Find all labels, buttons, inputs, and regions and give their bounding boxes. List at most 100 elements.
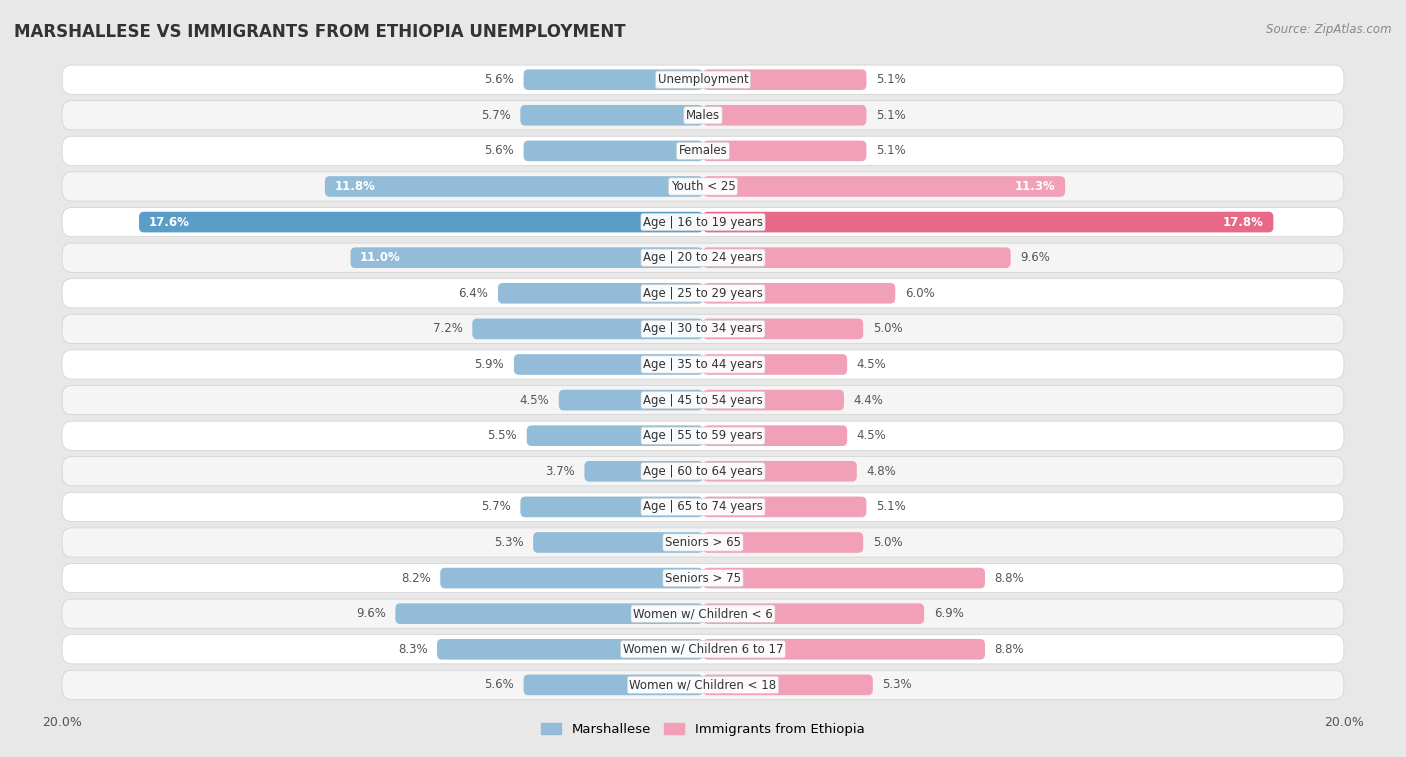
FancyBboxPatch shape bbox=[62, 314, 1344, 344]
Text: Age | 45 to 54 years: Age | 45 to 54 years bbox=[643, 394, 763, 407]
Text: 6.4%: 6.4% bbox=[458, 287, 488, 300]
Text: 3.7%: 3.7% bbox=[546, 465, 575, 478]
FancyBboxPatch shape bbox=[703, 212, 1274, 232]
Text: 5.1%: 5.1% bbox=[876, 73, 905, 86]
FancyBboxPatch shape bbox=[62, 670, 1344, 699]
Text: 9.6%: 9.6% bbox=[356, 607, 385, 620]
Text: 5.0%: 5.0% bbox=[873, 536, 903, 549]
Text: 5.6%: 5.6% bbox=[484, 678, 515, 691]
Text: 4.5%: 4.5% bbox=[856, 358, 887, 371]
Text: 5.1%: 5.1% bbox=[876, 145, 905, 157]
Text: 5.3%: 5.3% bbox=[494, 536, 523, 549]
Text: 11.0%: 11.0% bbox=[360, 251, 401, 264]
Text: 8.8%: 8.8% bbox=[994, 572, 1024, 584]
Text: 6.0%: 6.0% bbox=[905, 287, 935, 300]
FancyBboxPatch shape bbox=[437, 639, 703, 659]
FancyBboxPatch shape bbox=[520, 497, 703, 517]
Text: Age | 30 to 34 years: Age | 30 to 34 years bbox=[643, 322, 763, 335]
FancyBboxPatch shape bbox=[62, 456, 1344, 486]
Text: 5.9%: 5.9% bbox=[475, 358, 505, 371]
Text: Seniors > 75: Seniors > 75 bbox=[665, 572, 741, 584]
Text: Females: Females bbox=[679, 145, 727, 157]
Text: Source: ZipAtlas.com: Source: ZipAtlas.com bbox=[1267, 23, 1392, 36]
FancyBboxPatch shape bbox=[703, 639, 986, 659]
Text: 5.7%: 5.7% bbox=[481, 500, 510, 513]
FancyBboxPatch shape bbox=[703, 390, 844, 410]
FancyBboxPatch shape bbox=[703, 176, 1066, 197]
FancyBboxPatch shape bbox=[527, 425, 703, 446]
Text: 7.2%: 7.2% bbox=[433, 322, 463, 335]
Text: 5.5%: 5.5% bbox=[488, 429, 517, 442]
Text: MARSHALLESE VS IMMIGRANTS FROM ETHIOPIA UNEMPLOYMENT: MARSHALLESE VS IMMIGRANTS FROM ETHIOPIA … bbox=[14, 23, 626, 41]
FancyBboxPatch shape bbox=[523, 674, 703, 695]
FancyBboxPatch shape bbox=[703, 425, 848, 446]
FancyBboxPatch shape bbox=[585, 461, 703, 481]
FancyBboxPatch shape bbox=[703, 461, 856, 481]
FancyBboxPatch shape bbox=[62, 385, 1344, 415]
Text: Age | 35 to 44 years: Age | 35 to 44 years bbox=[643, 358, 763, 371]
Text: 9.6%: 9.6% bbox=[1021, 251, 1050, 264]
FancyBboxPatch shape bbox=[703, 497, 866, 517]
FancyBboxPatch shape bbox=[520, 105, 703, 126]
FancyBboxPatch shape bbox=[703, 603, 924, 624]
FancyBboxPatch shape bbox=[703, 141, 866, 161]
Legend: Marshallese, Immigrants from Ethiopia: Marshallese, Immigrants from Ethiopia bbox=[536, 717, 870, 741]
FancyBboxPatch shape bbox=[62, 243, 1344, 273]
FancyBboxPatch shape bbox=[62, 350, 1344, 379]
Text: 11.3%: 11.3% bbox=[1015, 180, 1056, 193]
FancyBboxPatch shape bbox=[62, 599, 1344, 628]
FancyBboxPatch shape bbox=[703, 105, 866, 126]
FancyBboxPatch shape bbox=[703, 532, 863, 553]
Text: 8.8%: 8.8% bbox=[994, 643, 1024, 656]
FancyBboxPatch shape bbox=[440, 568, 703, 588]
Text: 8.2%: 8.2% bbox=[401, 572, 430, 584]
FancyBboxPatch shape bbox=[523, 141, 703, 161]
Text: 5.7%: 5.7% bbox=[481, 109, 510, 122]
Text: Women w/ Children < 18: Women w/ Children < 18 bbox=[630, 678, 776, 691]
FancyBboxPatch shape bbox=[350, 248, 703, 268]
FancyBboxPatch shape bbox=[62, 279, 1344, 308]
FancyBboxPatch shape bbox=[62, 492, 1344, 522]
FancyBboxPatch shape bbox=[533, 532, 703, 553]
Text: Males: Males bbox=[686, 109, 720, 122]
FancyBboxPatch shape bbox=[703, 283, 896, 304]
FancyBboxPatch shape bbox=[62, 101, 1344, 130]
FancyBboxPatch shape bbox=[62, 528, 1344, 557]
Text: 11.8%: 11.8% bbox=[335, 180, 375, 193]
FancyBboxPatch shape bbox=[395, 603, 703, 624]
Text: 17.6%: 17.6% bbox=[149, 216, 190, 229]
FancyBboxPatch shape bbox=[62, 65, 1344, 95]
FancyBboxPatch shape bbox=[558, 390, 703, 410]
Text: 4.5%: 4.5% bbox=[519, 394, 550, 407]
Text: Age | 20 to 24 years: Age | 20 to 24 years bbox=[643, 251, 763, 264]
Text: Age | 60 to 64 years: Age | 60 to 64 years bbox=[643, 465, 763, 478]
FancyBboxPatch shape bbox=[139, 212, 703, 232]
FancyBboxPatch shape bbox=[498, 283, 703, 304]
Text: Age | 55 to 59 years: Age | 55 to 59 years bbox=[643, 429, 763, 442]
Text: Unemployment: Unemployment bbox=[658, 73, 748, 86]
FancyBboxPatch shape bbox=[62, 421, 1344, 450]
FancyBboxPatch shape bbox=[62, 634, 1344, 664]
Text: Age | 65 to 74 years: Age | 65 to 74 years bbox=[643, 500, 763, 513]
FancyBboxPatch shape bbox=[515, 354, 703, 375]
Text: Women w/ Children 6 to 17: Women w/ Children 6 to 17 bbox=[623, 643, 783, 656]
FancyBboxPatch shape bbox=[703, 354, 848, 375]
FancyBboxPatch shape bbox=[523, 70, 703, 90]
Text: 17.8%: 17.8% bbox=[1223, 216, 1264, 229]
FancyBboxPatch shape bbox=[703, 70, 866, 90]
FancyBboxPatch shape bbox=[703, 674, 873, 695]
FancyBboxPatch shape bbox=[62, 563, 1344, 593]
Text: Age | 25 to 29 years: Age | 25 to 29 years bbox=[643, 287, 763, 300]
FancyBboxPatch shape bbox=[62, 207, 1344, 237]
FancyBboxPatch shape bbox=[703, 248, 1011, 268]
Text: 5.6%: 5.6% bbox=[484, 73, 515, 86]
Text: Youth < 25: Youth < 25 bbox=[671, 180, 735, 193]
FancyBboxPatch shape bbox=[62, 172, 1344, 201]
Text: 5.1%: 5.1% bbox=[876, 109, 905, 122]
Text: 6.9%: 6.9% bbox=[934, 607, 963, 620]
Text: Seniors > 65: Seniors > 65 bbox=[665, 536, 741, 549]
FancyBboxPatch shape bbox=[325, 176, 703, 197]
Text: 4.4%: 4.4% bbox=[853, 394, 883, 407]
Text: 4.8%: 4.8% bbox=[866, 465, 896, 478]
Text: Women w/ Children < 6: Women w/ Children < 6 bbox=[633, 607, 773, 620]
